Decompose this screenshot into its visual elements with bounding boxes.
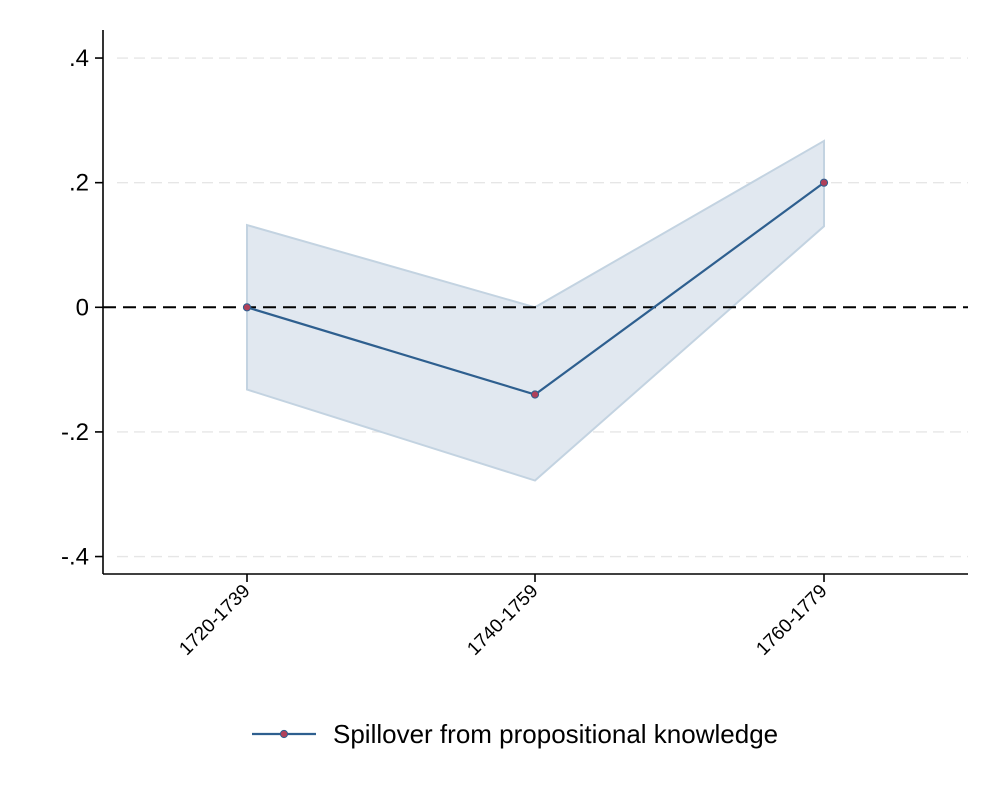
x-tick-label-2: 1760-1779 — [752, 581, 831, 660]
series-line-layer — [242, 178, 829, 399]
y-tick-label-1: .2 — [69, 170, 89, 197]
y-tick-label-3: -.2 — [61, 419, 89, 446]
y-tick-label-4: -.4 — [61, 544, 89, 571]
confidence-band-layer — [246, 139, 825, 482]
axes — [102, 30, 968, 575]
legend-marker-swatch — [279, 729, 289, 739]
data-point-1 — [530, 390, 540, 399]
data-point-2 — [819, 178, 829, 187]
y-tick-label-0: .4 — [69, 45, 89, 72]
y-tick-label-2: 0 — [76, 294, 89, 321]
x-tick-label-1: 1740-1759 — [463, 581, 542, 660]
data-point-0 — [242, 303, 252, 312]
x-tick-label-0: 1720-1739 — [175, 581, 254, 660]
legend-label: Spillover from propositional knowledge — [333, 719, 778, 749]
x-axis-ticks: 1720-1739 1740-1759 1760-1779 — [175, 574, 832, 660]
legend: Spillover from propositional knowledge — [252, 719, 778, 749]
y-axis-ticks: .4 .2 0 -.2 -.4 — [61, 45, 103, 571]
confidence-band — [246, 139, 825, 482]
